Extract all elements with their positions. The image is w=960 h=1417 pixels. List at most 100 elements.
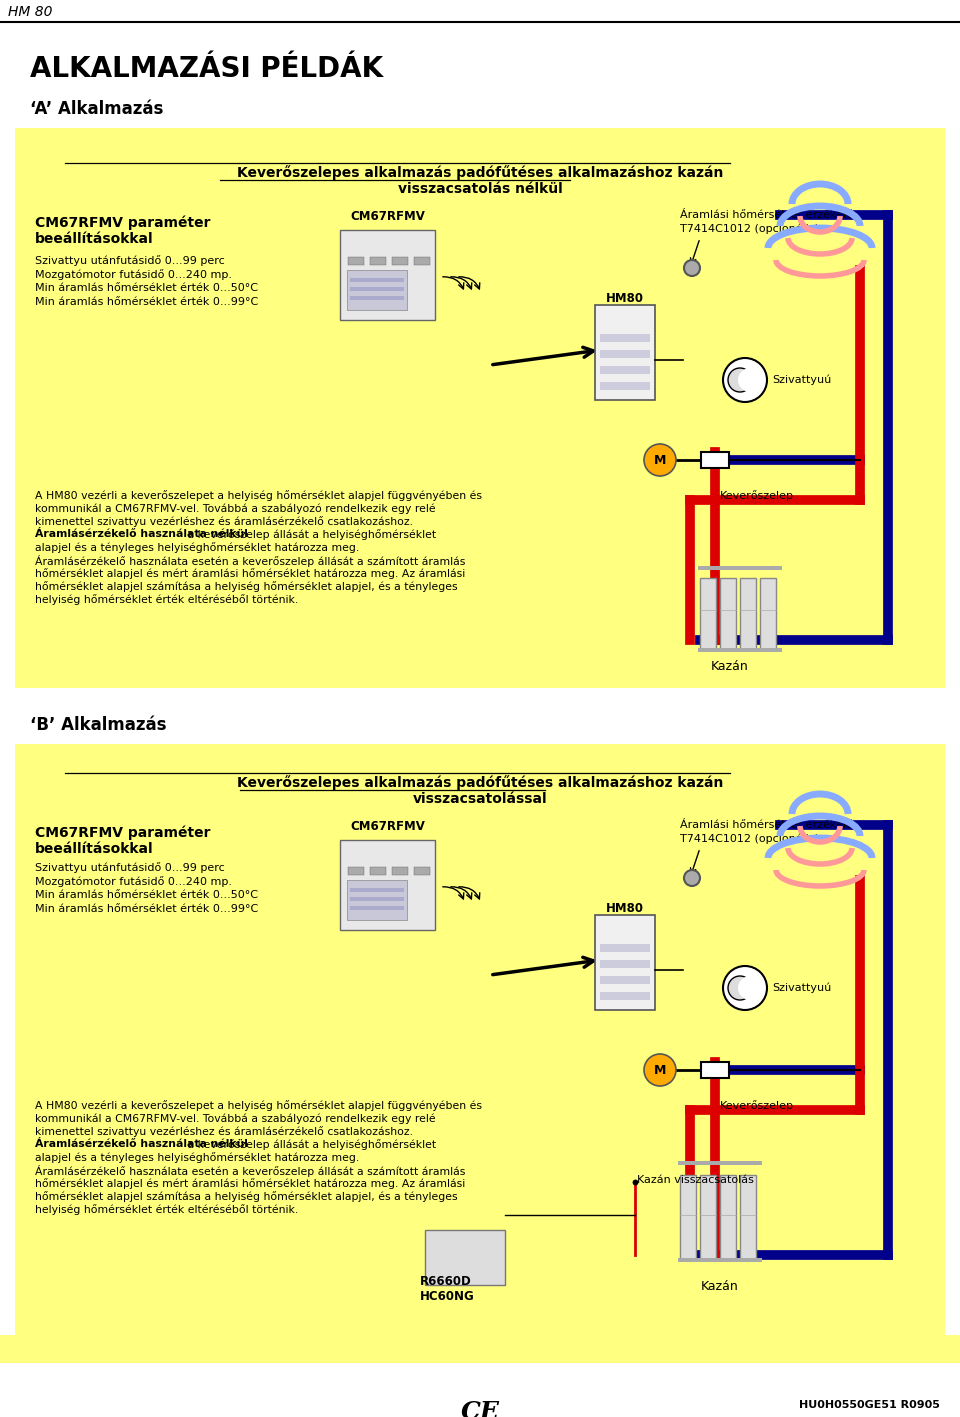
Text: kimenettel szivattyu vezérléshez és áramlásérzékelő csatlakozáshoz.: kimenettel szivattyu vezérléshez és áram… xyxy=(35,1127,413,1136)
Text: HM 80: HM 80 xyxy=(8,6,53,18)
Text: kimenettel szivattyu vezérléshez és áramlásérzékelő csatlakozáshoz.: kimenettel szivattyu vezérléshez és áram… xyxy=(35,516,413,527)
Text: visszacsatolás nélkül: visszacsatolás nélkül xyxy=(397,181,563,196)
Text: T7414C1012 (opcionális): T7414C1012 (opcionális) xyxy=(680,224,819,234)
Text: hőmérséklet alapjel és mért áramlási hőmérséklet határozza meg. Az áramlási: hőmérséklet alapjel és mért áramlási hőm… xyxy=(35,568,466,580)
Text: hőmérséklet alapjel és mért áramlási hőmérséklet határozza meg. Az áramlási: hőmérséklet alapjel és mért áramlási hőm… xyxy=(35,1178,466,1189)
Bar xyxy=(370,256,386,265)
Text: hőmérséklet alapjel számítása a helyiség hőmérséklet alapjel, és a tényleges: hőmérséklet alapjel számítása a helyiség… xyxy=(35,1192,458,1202)
Text: Min áramlás hőmérséklet érték 0...50°C: Min áramlás hőmérséklet érték 0...50°C xyxy=(35,283,258,293)
Circle shape xyxy=(723,359,767,402)
Bar xyxy=(340,230,435,320)
Text: HC60NG: HC60NG xyxy=(420,1289,475,1304)
Text: Áramlási hőmérséklet érzékelő: Áramlási hőmérséklet érzékelő xyxy=(680,820,852,830)
Text: CM67RFMV paraméter: CM67RFMV paraméter xyxy=(35,215,210,230)
Bar xyxy=(720,1175,736,1260)
Text: kommunikál a CM67RFMV-vel. Továbbá a szabályozó rendelkezik egy relé: kommunikál a CM67RFMV-vel. Továbbá a sza… xyxy=(35,1112,436,1124)
Bar xyxy=(700,578,716,650)
Bar xyxy=(680,1175,696,1260)
Text: M: M xyxy=(654,453,666,466)
Bar xyxy=(15,744,945,1335)
Bar xyxy=(700,1175,716,1260)
Text: Áramlásérzékelő használata nélkül: Áramlásérzékelő használata nélkül xyxy=(35,1139,248,1149)
Text: CM67RFMV: CM67RFMV xyxy=(350,820,425,833)
Bar xyxy=(0,1335,960,1363)
Bar xyxy=(600,976,650,983)
Bar xyxy=(595,915,655,1010)
Bar xyxy=(347,271,407,310)
Text: Kazán: Kazán xyxy=(711,660,749,673)
Bar xyxy=(370,867,386,876)
Circle shape xyxy=(738,976,762,1000)
Text: Szivattyuú: Szivattyuú xyxy=(772,374,831,385)
Text: CE: CE xyxy=(461,1400,499,1417)
Text: Mozgatómotor futásidő 0...240 mp.: Mozgatómotor futásidő 0...240 mp. xyxy=(35,269,232,281)
Bar xyxy=(414,867,430,876)
Bar xyxy=(760,578,776,650)
Bar xyxy=(600,334,650,341)
Text: alapjel és a tényleges helyiséghőmérséklet határozza meg.: alapjel és a tényleges helyiséghőmérsékl… xyxy=(35,1152,359,1163)
Bar xyxy=(347,880,407,920)
Bar xyxy=(701,1061,729,1078)
Text: Min áramlás hőmérséklet érték 0...99°C: Min áramlás hőmérséklet érték 0...99°C xyxy=(35,298,258,307)
Bar xyxy=(698,565,782,570)
Text: T7414C1012 (opcionális): T7414C1012 (opcionális) xyxy=(680,835,819,845)
Bar xyxy=(348,256,364,265)
Bar xyxy=(340,840,435,930)
Text: kommunikál a CM67RFMV-vel. Továbbá a szabályozó rendelkezik egy relé: kommunikál a CM67RFMV-vel. Továbbá a sza… xyxy=(35,503,436,513)
Bar xyxy=(600,350,650,359)
Text: a keverőszelep állását a helyiséghőmérséklet: a keverőszelep állását a helyiséghőmérsé… xyxy=(183,1139,436,1151)
Bar xyxy=(392,256,408,265)
Text: ALKALMAZÁSI PÉLDÁK: ALKALMAZÁSI PÉLDÁK xyxy=(30,55,383,84)
Bar xyxy=(425,1230,505,1285)
Circle shape xyxy=(644,444,676,476)
Text: Szivattyu utánfutásidő 0...99 perc: Szivattyu utánfutásidő 0...99 perc xyxy=(35,862,225,873)
Bar xyxy=(350,278,404,282)
Text: HU0H0550GE51 R0905: HU0H0550GE51 R0905 xyxy=(799,1400,940,1410)
Text: M: M xyxy=(654,1064,666,1077)
Text: hőmérséklet alapjel számítása a helyiség hőmérséklet alapjel, és a tényleges: hőmérséklet alapjel számítása a helyiség… xyxy=(35,581,458,592)
Circle shape xyxy=(684,870,700,886)
Text: Áramlásérzékelő használata esetén a keverőszelep állását a számított áramlás: Áramlásérzékelő használata esetén a keve… xyxy=(35,1165,466,1178)
Bar xyxy=(600,992,650,1000)
Bar xyxy=(350,897,404,901)
Circle shape xyxy=(728,368,752,393)
Bar xyxy=(15,128,945,689)
Text: Kazán visszacsatolás: Kazán visszacsatolás xyxy=(637,1175,754,1185)
Text: Keverőszelepes alkalmazás padófűtéses alkalmazáshoz kazán: Keverőszelepes alkalmazás padófűtéses al… xyxy=(237,775,723,789)
Text: ‘B’ Alkalmazás: ‘B’ Alkalmazás xyxy=(30,716,166,734)
Text: Min áramlás hőmérséklet érték 0...99°C: Min áramlás hőmérséklet érték 0...99°C xyxy=(35,904,258,914)
Bar xyxy=(414,256,430,265)
Text: Kazán: Kazán xyxy=(701,1280,739,1292)
Circle shape xyxy=(723,966,767,1010)
Text: HM80: HM80 xyxy=(606,903,644,915)
Bar xyxy=(600,366,650,374)
Text: A HM80 vezérli a keverőszelepet a helyiség hőmérséklet alapjel függvényében és: A HM80 vezérli a keverőszelepet a helyis… xyxy=(35,490,482,502)
Bar xyxy=(350,905,404,910)
Bar xyxy=(600,383,650,390)
Bar xyxy=(701,452,729,468)
Bar xyxy=(600,959,650,968)
Text: Mozgatómotor futásidő 0...240 mp.: Mozgatómotor futásidő 0...240 mp. xyxy=(35,876,232,887)
Bar xyxy=(740,578,756,650)
Text: alapjel és a tényleges helyiséghőmérséklet határozza meg.: alapjel és a tényleges helyiséghőmérsékl… xyxy=(35,541,359,553)
Text: Áramlásérzékelő használata esetén a keverőszelep állását a számított áramlás: Áramlásérzékelő használata esetén a keve… xyxy=(35,555,466,567)
Text: Szivattyuú: Szivattyuú xyxy=(772,983,831,993)
Circle shape xyxy=(644,1054,676,1085)
Text: CM67RFMV: CM67RFMV xyxy=(350,210,425,222)
Text: beeállításokkal: beeállításokkal xyxy=(35,842,154,856)
Text: CM67RFMV paraméter: CM67RFMV paraméter xyxy=(35,825,210,839)
Bar xyxy=(600,944,650,952)
Bar xyxy=(678,1258,762,1263)
Text: a keverőszelep állását a helyiséghőmérséklet: a keverőszelep állását a helyiséghőmérsé… xyxy=(183,529,436,540)
Text: HM80: HM80 xyxy=(606,292,644,305)
Text: visszacsatolással: visszacsatolással xyxy=(413,792,547,806)
Bar xyxy=(595,305,655,400)
Bar xyxy=(698,648,782,652)
Text: Keverőszelep: Keverőszelep xyxy=(720,1100,794,1111)
Text: Min áramlás hőmérséklet érték 0...50°C: Min áramlás hőmérséklet érték 0...50°C xyxy=(35,890,258,900)
Text: helyiség hőmérséklet érték eltéréséből történik.: helyiség hőmérséklet érték eltéréséből t… xyxy=(35,1204,299,1214)
Bar xyxy=(740,1175,756,1260)
Bar xyxy=(392,867,408,876)
Bar xyxy=(720,578,736,650)
Circle shape xyxy=(738,368,762,393)
